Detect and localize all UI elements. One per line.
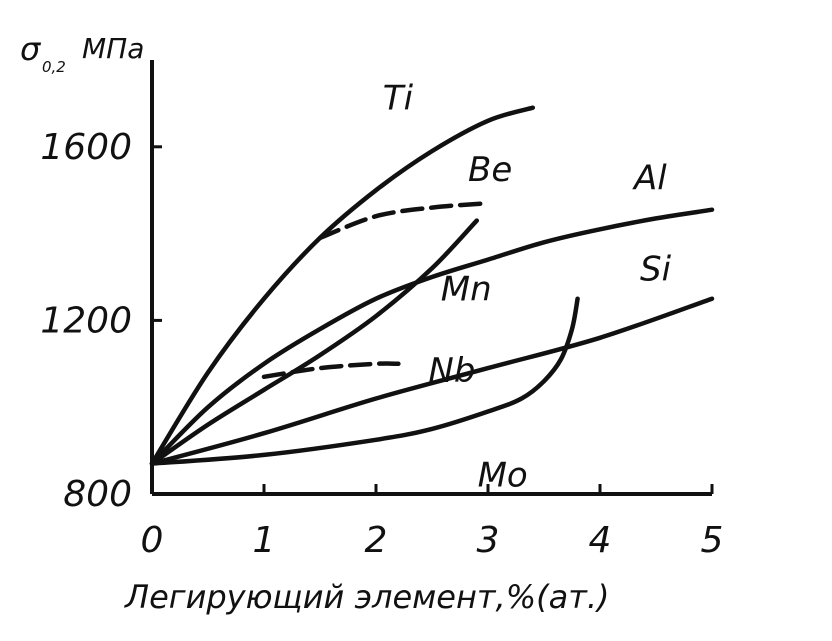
x-tick-label: 2 [365, 520, 388, 561]
series-line-al [149, 207, 715, 466]
axes [150, 60, 712, 496]
series-line-nb [261, 361, 401, 380]
series-label-nb: Nb [428, 351, 475, 391]
series-line-mn [149, 218, 480, 466]
series-line-si [149, 296, 715, 466]
series-label-si: Si [640, 250, 672, 290]
x-tick-label: 1 [253, 520, 276, 561]
series-label-mo: Mo [478, 456, 528, 496]
series-label-al: Al [632, 159, 667, 199]
y-axis-unit: МПа [82, 32, 144, 65]
y-tick-label: 800 [63, 474, 132, 515]
series-label-mn: Mn [441, 270, 492, 310]
y-axis-subscript: 0,2 [42, 58, 66, 76]
x-tick-label: 4 [589, 520, 612, 561]
series-line-be [317, 200, 491, 241]
series-label-be: Be [468, 150, 512, 190]
y-tick-label: 1200 [40, 300, 132, 341]
series-line-ti [149, 105, 536, 466]
x-axis-title: Легирующий элемент,%(ат.) [124, 578, 610, 616]
series-lines: Ti Be Al Mn Nb Si Mo [149, 79, 715, 496]
y-axis-symbol: σ [20, 30, 42, 68]
series-line-mo [149, 296, 580, 466]
x-tick-label: 5 [701, 520, 724, 561]
x-tick-label: 0 [141, 520, 164, 561]
labels: σ 0,2 МПа Легирующий элемент,%(ат.) [20, 30, 610, 616]
series-label-ti: Ti [383, 79, 414, 119]
x-tick-label: 3 [477, 520, 500, 561]
y-tick-label: 1600 [40, 127, 132, 168]
ticks: 0 1 2 3 4 5 800 1200 1600 [40, 127, 723, 561]
